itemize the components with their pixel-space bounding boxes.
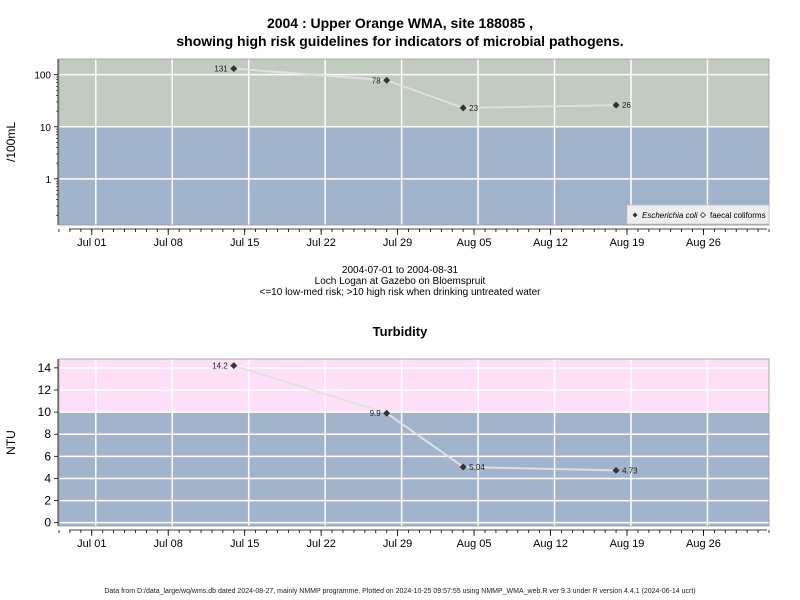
x-tick-label: Jul 22 [306,538,335,550]
y-tick-label: 14 [38,361,52,375]
x-tick-label: Jul 29 [383,237,412,249]
low-risk-region [59,412,769,526]
x-tick-label: Aug 26 [686,237,721,249]
y-axis-label: NTU [4,430,18,455]
series-line [233,67,617,109]
x-tick-label: Jul 08 [154,237,183,249]
x-tick-label: Jul 15 [230,538,259,550]
data-point-marker [383,76,391,84]
x-tick-label: Aug 12 [533,237,568,249]
data-point-marker [612,466,620,474]
x-tick-label: Aug 12 [533,538,568,550]
high-risk-region [59,359,769,413]
chart-title-line2: showing high risk guidelines for indicat… [176,33,624,49]
data-point-marker [459,463,467,471]
legend-faecal-marker [699,211,707,219]
data-label: 4.73 [622,466,638,475]
x-tick-label: Aug 19 [610,538,645,550]
plot-frame [58,358,770,527]
y-tick-label: 0 [44,516,51,530]
data-label: 23 [469,104,478,113]
x-tick-label: Jul 01 [77,237,106,249]
x-tick-label: Aug 05 [457,237,492,249]
data-label: 78 [372,76,381,85]
data-point-marker [230,362,238,370]
y-tick-label: 100 [34,71,51,82]
data-label: 14.2 [212,362,228,371]
data-label: 131 [214,65,228,74]
x-tick-label: Aug 26 [686,538,721,550]
data-label: 9.9 [370,409,382,418]
risk-guideline-text: <=10 low-med risk; >10 high risk when dr… [259,287,541,298]
plot-frame [58,58,770,226]
legend-ecoli-marker [632,212,638,218]
date-range-text: 2004-07-01 to 2004-08-31 [341,265,459,276]
y-tick-label: 2 [44,494,51,508]
y-tick-label: 12 [38,383,52,397]
y-tick-label: 1 [45,175,51,186]
data-point-marker [230,65,238,73]
data-label: 26 [622,101,631,110]
y-tick-label: 8 [44,427,51,441]
data-point-marker [459,104,467,112]
data-point-marker [383,409,391,417]
x-tick-label: Jul 15 [230,237,259,249]
x-tick-label: Jul 22 [306,237,335,249]
legend-ecoli-label: Escherichia coli [642,211,698,220]
data-point-marker [612,101,620,109]
y-axis-label: /100mL [4,122,18,162]
x-tick-label: Jul 01 [77,538,106,550]
y-tick-label: 4 [44,471,51,485]
footer-note: Data from D:/data_large/wq/wms.db dated … [104,588,696,595]
y-tick-label: 10 [38,405,52,419]
high-risk-region [59,59,769,127]
y-tick-label: 6 [44,449,51,463]
data-label: 5.04 [469,463,485,472]
site-name-text: Loch Logan at Gazebo on Bloemspruit [314,276,486,287]
x-tick-label: Jul 08 [154,538,183,550]
x-tick-label: Aug 05 [457,538,492,550]
chart-title-line1: 2004 : Upper Orange WMA, site 188085 , [266,15,534,31]
series-line [233,364,617,472]
x-tick-label: Jul 29 [383,538,412,550]
y-tick-label: 10 [40,123,52,134]
x-tick-label: Aug 19 [610,237,645,249]
legend-box [626,204,770,225]
turbidity-chart-title: Turbidity [372,324,428,339]
legend-faecal-label: faecal coliforms [710,211,766,220]
